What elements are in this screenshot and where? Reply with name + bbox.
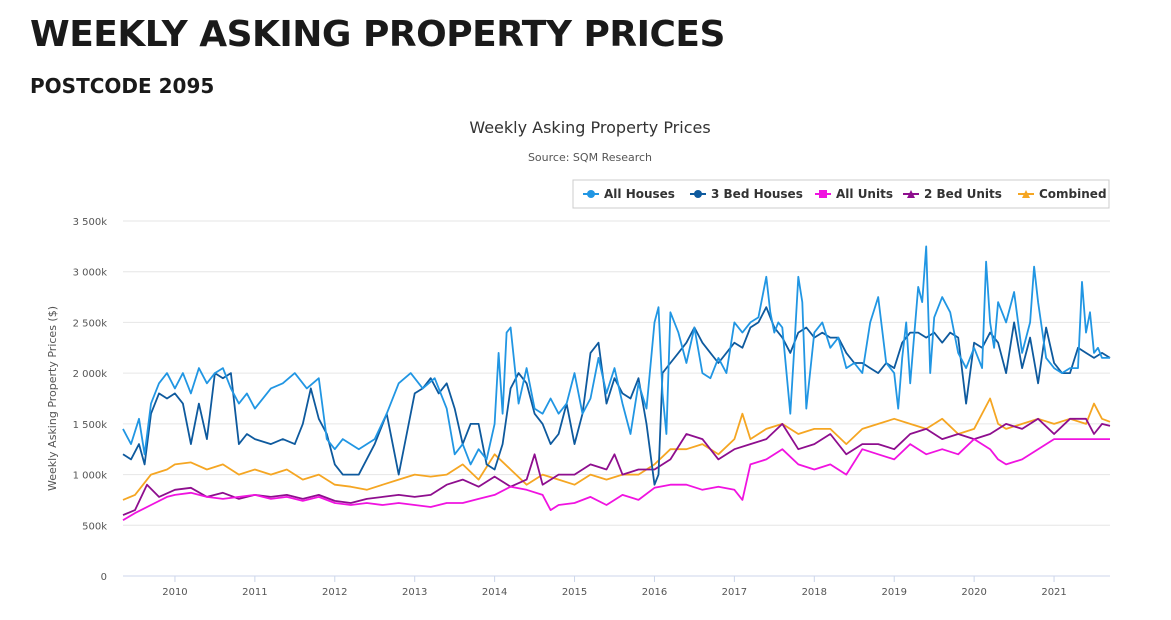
y-axis-ticks: 0 500k 1 000k 1 500k 2 000k 2 500k 3 000k 3 500… bbox=[73, 217, 108, 583]
x-tick-label: 2019 bbox=[881, 587, 906, 598]
y-axis-label: Weekly Asking Property Prices ($) bbox=[46, 306, 59, 491]
series-line-all-units bbox=[122, 438, 1110, 521]
grid-lines bbox=[123, 220, 1110, 526]
y-tick-label: 1 500k bbox=[73, 420, 108, 431]
series-line-3-bed-houses bbox=[122, 306, 1111, 486]
x-tick-label: 2010 bbox=[162, 587, 187, 598]
legend-marker bbox=[694, 190, 702, 198]
legend-label: 2 Bed Units bbox=[924, 187, 1002, 201]
legend-marker bbox=[587, 190, 595, 198]
y-tick-label: 3 500k bbox=[73, 217, 108, 228]
legend-item-2-bed-units[interactable]: 2 Bed Units bbox=[903, 187, 1002, 201]
legend-label: Combined bbox=[1039, 187, 1107, 201]
x-tick-label: 2018 bbox=[802, 587, 827, 598]
legend-marker bbox=[1022, 190, 1030, 198]
series-line-all-houses bbox=[122, 245, 1110, 466]
chart-subtitle: Source: SQM Research bbox=[528, 151, 652, 164]
legend-label: All Houses bbox=[604, 187, 675, 201]
x-tick-label: 2015 bbox=[562, 587, 587, 598]
legend-item-combined[interactable]: Combined bbox=[1018, 187, 1107, 201]
legend-item-3-bed-houses[interactable]: 3 Bed Houses bbox=[690, 187, 803, 201]
y-tick-label: 500k bbox=[82, 521, 107, 532]
x-tick-label: 2014 bbox=[482, 587, 507, 598]
legend-item-all-houses[interactable]: All Houses bbox=[583, 187, 675, 201]
y-tick-label: 2 000k bbox=[73, 369, 108, 380]
x-tick-label: 2011 bbox=[242, 587, 267, 598]
page-title: WEEKLY ASKING PROPERTY PRICES bbox=[30, 14, 725, 55]
legend-item-all-units[interactable]: All Units bbox=[815, 187, 893, 201]
x-tick-label: 2013 bbox=[402, 587, 427, 598]
x-tick-label: 2021 bbox=[1041, 587, 1066, 598]
x-tick-label: 2017 bbox=[722, 587, 747, 598]
chart-title: Weekly Asking Property Prices bbox=[469, 118, 710, 137]
x-axis-ticks: 2010 2011 2012 2013 2014 2015 2016 2017 2018 2019… bbox=[162, 576, 1067, 598]
series-line-2-bed-units bbox=[122, 417, 1111, 516]
x-tick-label: 2020 bbox=[961, 587, 986, 598]
series-lines bbox=[122, 245, 1111, 521]
x-tick-label: 2016 bbox=[642, 587, 667, 598]
y-tick-label: 0 bbox=[101, 572, 107, 583]
legend-marker bbox=[819, 190, 827, 198]
x-tick-label: 2012 bbox=[322, 587, 347, 598]
series-line-combined bbox=[122, 397, 1111, 501]
legend-label: All Units bbox=[836, 187, 893, 201]
legend: All Houses 3 Bed Houses All Units 2 Bed Uni… bbox=[572, 179, 1110, 209]
y-tick-label: 3 000k bbox=[73, 268, 108, 279]
page-subtitle: POSTCODE 2095 bbox=[30, 74, 215, 98]
legend-label: 3 Bed Houses bbox=[711, 187, 803, 201]
legend-marker bbox=[907, 190, 915, 198]
y-tick-label: 1 000k bbox=[73, 471, 108, 482]
y-tick-label: 2 500k bbox=[73, 318, 108, 329]
